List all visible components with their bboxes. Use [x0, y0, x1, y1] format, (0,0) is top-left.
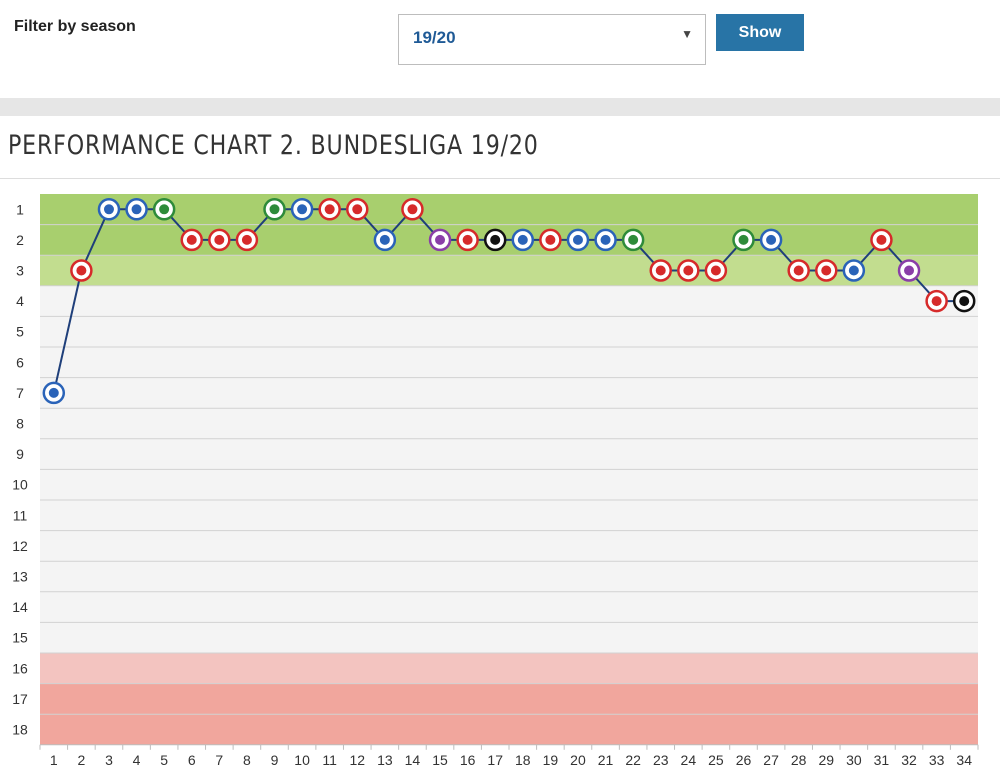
- x-tick-label: 29: [818, 752, 834, 768]
- y-tick-label: 5: [16, 324, 24, 340]
- chart-title: PERFORMANCE CHART 2. BUNDESLIGA 19/20: [8, 130, 539, 161]
- y-tick-label: 17: [12, 691, 28, 707]
- data-point-core: [738, 234, 749, 245]
- x-tick-label: 5: [160, 752, 168, 768]
- data-point-core: [269, 204, 280, 215]
- x-tick-label: 6: [188, 752, 196, 768]
- x-tick-label: 25: [708, 752, 724, 768]
- x-tick-label: 19: [543, 752, 559, 768]
- data-point-core: [959, 296, 970, 307]
- y-tick-label: 11: [13, 507, 28, 523]
- data-point-core: [683, 265, 694, 276]
- show-button[interactable]: Show: [716, 14, 804, 51]
- data-point-core: [545, 234, 556, 245]
- x-tick-label: 26: [736, 752, 752, 768]
- x-tick-label: 11: [322, 752, 337, 768]
- data-point-core: [159, 204, 170, 215]
- data-point-core: [490, 234, 501, 245]
- x-tick-label: 34: [956, 752, 972, 768]
- y-tick-label: 15: [12, 630, 28, 646]
- y-tick-label: 7: [16, 385, 24, 401]
- data-point-core: [655, 265, 666, 276]
- y-tick-label: 1: [16, 201, 24, 217]
- y-tick-label: 6: [16, 354, 24, 370]
- data-point-core: [628, 234, 639, 245]
- x-tick-label: 22: [625, 752, 641, 768]
- season-select-value: 19/20: [413, 28, 456, 47]
- data-point-core: [821, 265, 832, 276]
- data-point-core: [931, 296, 942, 307]
- data-point-core: [186, 234, 197, 245]
- section-divider: [0, 98, 1000, 116]
- data-point-core: [407, 204, 418, 215]
- x-tick-label: 3: [105, 752, 113, 768]
- data-point-core: [48, 387, 59, 398]
- title-rule: [0, 178, 1000, 179]
- x-tick-label: 2: [77, 752, 85, 768]
- data-point-core: [103, 204, 114, 215]
- y-tick-label: 8: [16, 416, 24, 432]
- y-tick-label: 18: [12, 722, 28, 738]
- y-tick-label: 9: [16, 446, 24, 462]
- data-point-core: [435, 234, 446, 245]
- data-point-core: [214, 234, 225, 245]
- y-tick-label: 13: [12, 569, 28, 585]
- x-tick-label: 12: [349, 752, 365, 768]
- x-tick-label: 13: [377, 752, 393, 768]
- x-tick-label: 30: [846, 752, 862, 768]
- x-tick-label: 23: [653, 752, 669, 768]
- x-tick-label: 27: [763, 752, 779, 768]
- filter-label: Filter by season: [14, 18, 136, 35]
- data-point-core: [600, 234, 611, 245]
- x-tick-label: 4: [133, 752, 141, 768]
- zone-band: [40, 653, 978, 684]
- x-tick-label: 16: [460, 752, 476, 768]
- x-tick-label: 31: [874, 752, 890, 768]
- y-tick-label: 2: [16, 232, 24, 248]
- x-tick-label: 32: [901, 752, 917, 768]
- x-tick-label: 28: [791, 752, 807, 768]
- data-point-core: [324, 204, 335, 215]
- x-tick-label: 10: [294, 752, 310, 768]
- data-point-core: [131, 204, 142, 215]
- x-tick-label: 33: [929, 752, 945, 768]
- series-line: [52, 207, 965, 394]
- data-point-core: [297, 204, 308, 215]
- y-tick-label: 4: [16, 293, 24, 309]
- data-point-core: [766, 234, 777, 245]
- x-tick-label: 20: [570, 752, 586, 768]
- data-point-core: [352, 204, 363, 215]
- y-tick-label: 10: [12, 477, 28, 493]
- data-point-core: [876, 234, 887, 245]
- x-tick-label: 18: [515, 752, 531, 768]
- chevron-down-icon: ▼: [681, 27, 693, 41]
- data-point-core: [76, 265, 87, 276]
- data-point-core: [462, 234, 473, 245]
- filter-bar: Filter by season 19/20 ▼ Show: [0, 0, 1000, 98]
- data-point-core: [572, 234, 583, 245]
- x-tick-label: 9: [271, 752, 279, 768]
- y-tick-label: 14: [12, 599, 28, 615]
- season-select[interactable]: 19/20 ▼: [398, 14, 706, 65]
- x-tick-label: 21: [598, 752, 614, 768]
- y-tick-label: 16: [12, 660, 28, 676]
- x-tick-label: 24: [681, 752, 697, 768]
- y-tick-label: 3: [16, 263, 24, 279]
- data-point-core: [379, 234, 390, 245]
- y-tick-label: 12: [12, 538, 28, 554]
- x-tick-label: 15: [432, 752, 448, 768]
- x-tick-label: 8: [243, 752, 251, 768]
- x-tick-label: 17: [487, 752, 503, 768]
- x-tick-label: 1: [50, 752, 58, 768]
- x-tick-label: 7: [215, 752, 223, 768]
- data-point-core: [710, 265, 721, 276]
- data-point-core: [517, 234, 528, 245]
- data-point-core: [904, 265, 915, 276]
- data-point-core: [848, 265, 859, 276]
- data-point-core: [793, 265, 804, 276]
- x-tick-label: 14: [405, 752, 421, 768]
- data-point-core: [241, 234, 252, 245]
